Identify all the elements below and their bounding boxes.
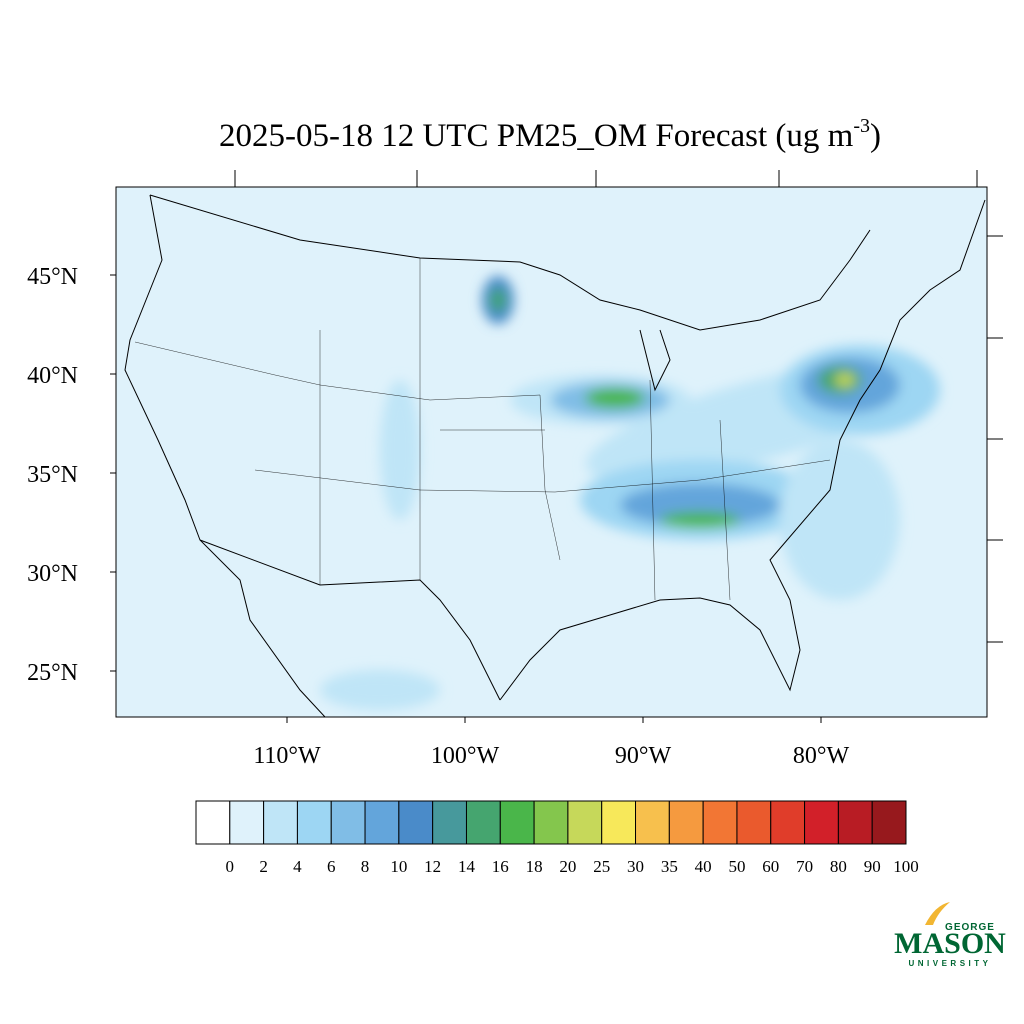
logo-top: GEORGE [945, 922, 995, 933]
colorbar-label: 25 [593, 857, 610, 876]
colorbar-label: 80 [830, 857, 847, 876]
logo: GEORGE MASON UNIVERSITY [894, 902, 1006, 968]
lat-label: 40°N [27, 363, 78, 389]
colorbar-label: 35 [661, 857, 678, 876]
logo-flame [925, 902, 950, 925]
lon-label: 80°W [793, 743, 850, 769]
colorbar: 0 2 4 6 8 10 12 14 16 18 20 25 30 35 40 50 60 70 80 90 100 [195, 800, 919, 876]
state-borders [134, 258, 831, 601]
colorbar-box [736, 800, 772, 845]
colorbar-box [635, 800, 670, 845]
colorbar-label: 0 [226, 857, 235, 876]
colorbar-box [804, 800, 839, 845]
lon-label: 90°W [615, 743, 672, 769]
title-close: ) [870, 118, 881, 154]
colorbar-label: 12 [424, 857, 441, 876]
colorbar-label: 20 [559, 857, 576, 876]
colorbar-box [871, 800, 907, 845]
colorbar-box [668, 800, 704, 845]
ticks [110, 170, 1003, 723]
colorbar-box [263, 800, 298, 845]
colorbar-box [229, 800, 265, 845]
logo-main: MASON [894, 927, 1006, 960]
lat-label: 35°N [27, 462, 78, 488]
colorbar-box [465, 800, 501, 845]
colorbar-label: 4 [293, 857, 302, 876]
colorbar-label: 30 [627, 857, 644, 876]
colorbar-label: 60 [762, 857, 779, 876]
colorbar-box [702, 800, 738, 845]
colorbar-label: 50 [728, 857, 745, 876]
map [110, 170, 1003, 723]
colorbar-box [330, 800, 366, 845]
colorbar-box [837, 800, 873, 845]
colorbar-label: 70 [796, 857, 813, 876]
colorbar-label: 14 [458, 857, 476, 876]
concentration-field [320, 276, 940, 710]
map-frame [115, 186, 988, 718]
colorbar-box [195, 800, 231, 845]
lon-label: 100°W [431, 743, 500, 769]
coastlines [124, 194, 986, 717]
colorbar-label: 90 [864, 857, 881, 876]
colorbar-box [601, 800, 637, 845]
colorbar-box [533, 800, 569, 845]
lat-label: 45°N [27, 264, 78, 290]
colorbar-box [398, 800, 434, 845]
logo-bottom: UNIVERSITY [908, 959, 991, 968]
colorbar-label: 100 [893, 857, 919, 876]
lon-label: 110°W [253, 743, 321, 769]
colorbar-label: 40 [695, 857, 712, 876]
colorbar-label: 2 [259, 857, 268, 876]
title-text: 2025-05-18 12 UTC PM25_OM Forecast (ug m [219, 118, 854, 154]
colorbar-box [432, 800, 467, 845]
colorbar-box [296, 800, 332, 845]
colorbar-label: 18 [526, 857, 543, 876]
colorbar-label: 8 [361, 857, 370, 876]
title-superscript: -3 [853, 115, 870, 137]
lat-label: 30°N [27, 561, 78, 587]
colorbar-label: 10 [390, 857, 407, 876]
colorbar-box [770, 800, 806, 845]
colorbar-label: 6 [327, 857, 336, 876]
lat-label: 25°N [27, 660, 78, 686]
title: 2025-05-18 12 UTC PM25_OM Forecast (ug m… [219, 115, 881, 154]
colorbar-label: 16 [492, 857, 509, 876]
colorbar-box [499, 800, 535, 845]
colorbar-box [364, 800, 400, 845]
colorbar-box [567, 800, 603, 845]
